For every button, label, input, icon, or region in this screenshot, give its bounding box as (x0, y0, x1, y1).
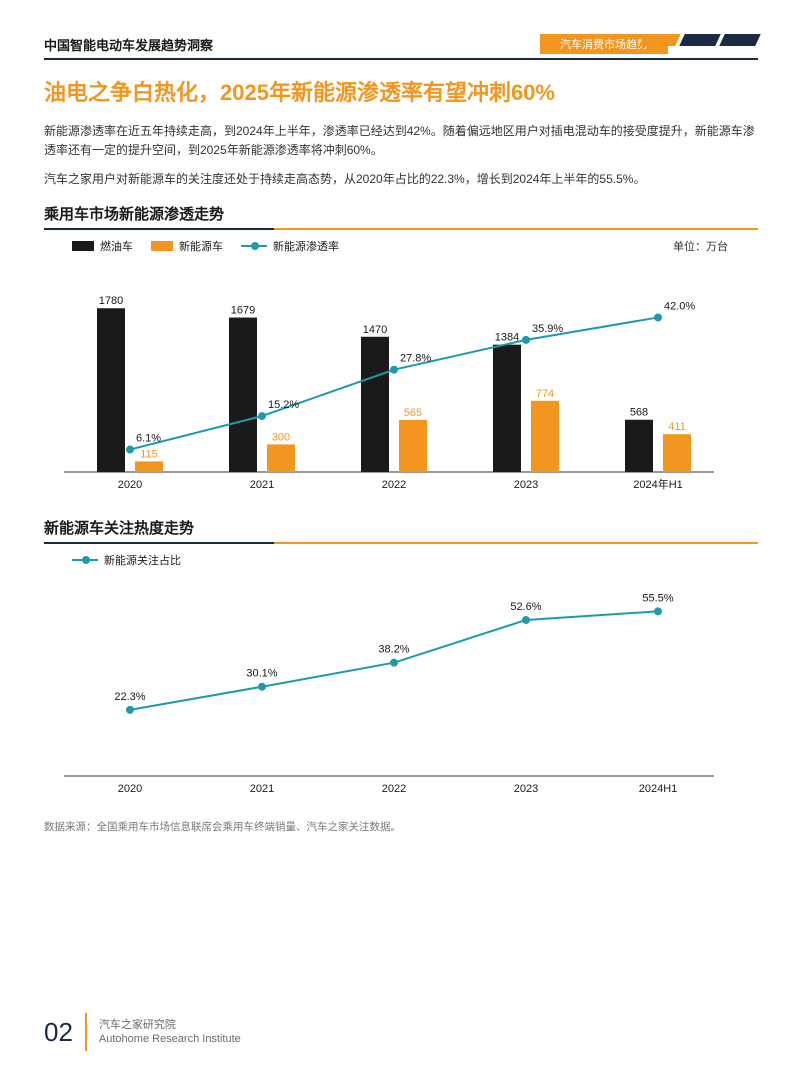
svg-text:2020: 2020 (118, 479, 142, 491)
paragraph-1: 新能源渗透率在近五年持续走高，到2024年上半年，渗透率已经达到42%。随着偏远… (44, 122, 758, 160)
svg-text:2024H1: 2024H1 (639, 783, 678, 795)
chart2-title: 新能源车关注热度走势 (44, 517, 758, 538)
svg-text:30.1%: 30.1% (246, 668, 277, 680)
svg-text:6.1%: 6.1% (136, 433, 161, 445)
svg-text:2022: 2022 (382, 783, 406, 795)
svg-text:2020: 2020 (118, 783, 142, 795)
chart1-plot: 1780115202016793002021147056520221384774… (44, 258, 758, 503)
svg-text:300: 300 (272, 432, 290, 444)
svg-text:2021: 2021 (250, 479, 274, 491)
chart1-rule (44, 228, 758, 230)
chart2-legend: 新能源关注占比 (72, 552, 758, 568)
svg-text:1780: 1780 (99, 295, 123, 307)
footer-accent-bar (85, 1013, 87, 1051)
document-label: 中国智能电动车发展趋势洞察 (44, 35, 213, 54)
svg-text:27.8%: 27.8% (400, 353, 431, 365)
svg-text:2023: 2023 (514, 783, 538, 795)
svg-text:565: 565 (404, 407, 422, 419)
svg-text:411: 411 (668, 421, 686, 433)
page-title: 油电之争白热化，2025年新能源渗透率有望冲刺60% (44, 78, 758, 108)
svg-text:38.2%: 38.2% (378, 644, 409, 656)
svg-text:774: 774 (536, 388, 554, 400)
svg-text:2022: 2022 (382, 479, 406, 491)
svg-text:22.3%: 22.3% (114, 691, 145, 703)
svg-text:55.5%: 55.5% (642, 593, 673, 605)
svg-text:568: 568 (630, 407, 648, 419)
chart1-title: 乘用车市场新能源渗透走势 (44, 203, 758, 224)
institute-label: 汽车之家研究院 Autohome Research Institute (99, 1018, 241, 1047)
svg-text:2023: 2023 (514, 479, 538, 491)
header-rule (44, 58, 758, 60)
page-number: 02 (44, 1017, 73, 1048)
svg-text:115: 115 (140, 449, 158, 461)
paragraph-2: 汽车之家用户对新能源车的关注度还处于持续走高态势，从2020年占比的22.3%，… (44, 170, 758, 189)
svg-text:15.2%: 15.2% (268, 399, 299, 411)
svg-text:1679: 1679 (231, 305, 255, 317)
data-source: 数据来源：全国乘用车市场信息联席会乘用车终端销量、汽车之家关注数据。 (44, 819, 758, 834)
chart1-legend: 燃油车 新能源车 新能源渗透率 单位：万台 (72, 238, 758, 254)
chart2-plot: 22.3% 2020 30.1% 2021 38.2% 2022 52.6% 2023 55.5… (44, 572, 758, 807)
svg-text:42.0%: 42.0% (664, 301, 695, 313)
svg-text:1470: 1470 (363, 324, 387, 336)
chart2-rule (44, 542, 758, 544)
footer: 02 汽车之家研究院 Autohome Research Institute (44, 1013, 241, 1051)
chart1-unit: 单位：万台 (673, 238, 728, 254)
svg-text:2024年H1: 2024年H1 (633, 477, 683, 491)
chart1-section: 乘用车市场新能源渗透走势 燃油车 新能源车 新能源渗透率 单位：万台 1780 1… (44, 203, 758, 503)
svg-text:35.9%: 35.9% (532, 323, 563, 335)
svg-text:52.6%: 52.6% (510, 601, 541, 613)
chart2-section: 新能源车关注热度走势 新能源关注占比 22.3% 2020 30.1% 2021 38.… (44, 517, 758, 807)
header-decoration (642, 34, 758, 46)
svg-text:2021: 2021 (250, 783, 274, 795)
